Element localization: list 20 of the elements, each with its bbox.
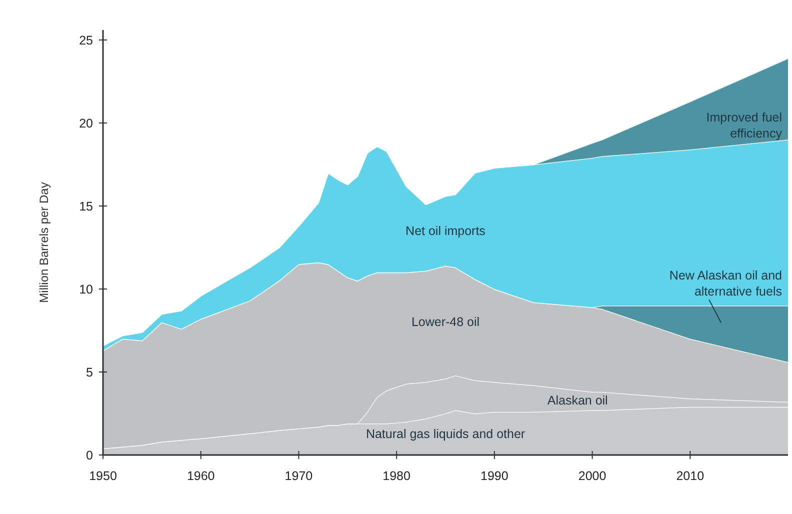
x-tick-label: 2000 bbox=[578, 469, 606, 483]
series-label: Lower-48 oil bbox=[411, 315, 480, 330]
y-tick-label: 20 bbox=[79, 116, 94, 130]
x-tick-label: 1960 bbox=[186, 469, 215, 483]
series-label: Alaskan oil bbox=[547, 393, 608, 408]
y-tick-label: 0 bbox=[86, 448, 94, 462]
series-label: Net oil imports bbox=[406, 224, 486, 238]
x-tick-label: 1970 bbox=[284, 469, 313, 483]
x-tick-label: 1990 bbox=[480, 469, 508, 483]
x-tick-label: 2010 bbox=[676, 469, 704, 483]
y-tick-label: 5 bbox=[86, 365, 94, 380]
y-tick-label: 15 bbox=[79, 199, 94, 214]
y-tick-label: 25 bbox=[79, 33, 94, 48]
x-tick-label: 1980 bbox=[382, 469, 411, 483]
y-axis-title: Million Barrels per Day bbox=[37, 182, 51, 303]
series-label: Natural gas liquids and other bbox=[366, 427, 526, 442]
series-label: Improved fuel efficiency bbox=[706, 110, 783, 140]
y-tick-label: 10 bbox=[79, 282, 94, 296]
series-label: New Alaskan oil and alternative fuels bbox=[669, 268, 782, 299]
x-tick-label: 1950 bbox=[89, 469, 117, 483]
